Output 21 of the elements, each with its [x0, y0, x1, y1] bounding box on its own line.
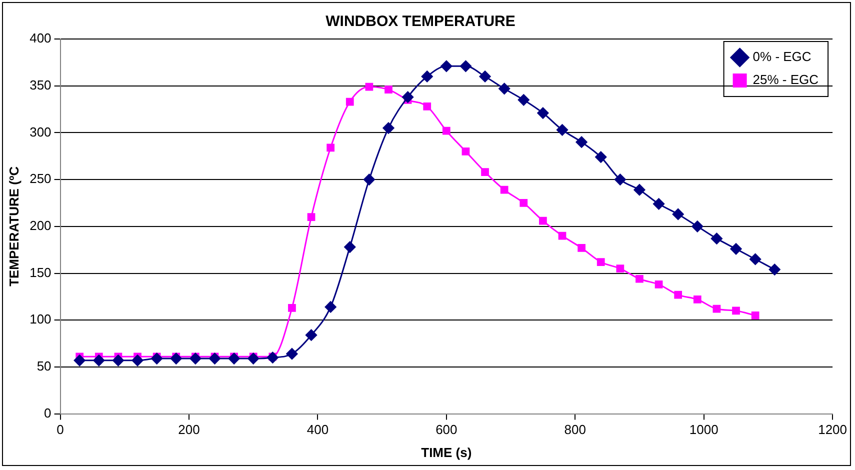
x-tick-label: 1000	[689, 422, 718, 438]
y-tick-label: 100	[30, 312, 52, 327]
y-tick-label: 400	[30, 30, 52, 46]
y-tick-label: 200	[30, 218, 52, 233]
x-tick-label: 1200	[818, 422, 847, 438]
x-tick-label: 0	[56, 422, 64, 438]
chart-title: WINDBOX TEMPERATURE	[326, 13, 516, 30]
legend-label: 25% - EGC	[752, 72, 819, 88]
legend-label: 0% - EGC	[752, 49, 812, 64]
x-axis-title: TIME (s)	[421, 444, 472, 460]
x-tick-label: 400	[306, 422, 329, 438]
y-tick-label: 50	[36, 358, 52, 374]
y-tick-label: 300	[30, 124, 52, 140]
x-tick-label: 200	[178, 422, 200, 438]
y-tick-label: 150	[30, 264, 52, 280]
y-tick-label: 0	[44, 405, 52, 420]
y-tick-label: 250	[30, 171, 52, 186]
y-axis-title: TEMPERATURE (ºC	[6, 166, 22, 286]
x-tick-label: 600	[436, 422, 458, 438]
x-tick-label: 800	[564, 422, 586, 438]
y-tick-label: 350	[30, 77, 52, 92]
